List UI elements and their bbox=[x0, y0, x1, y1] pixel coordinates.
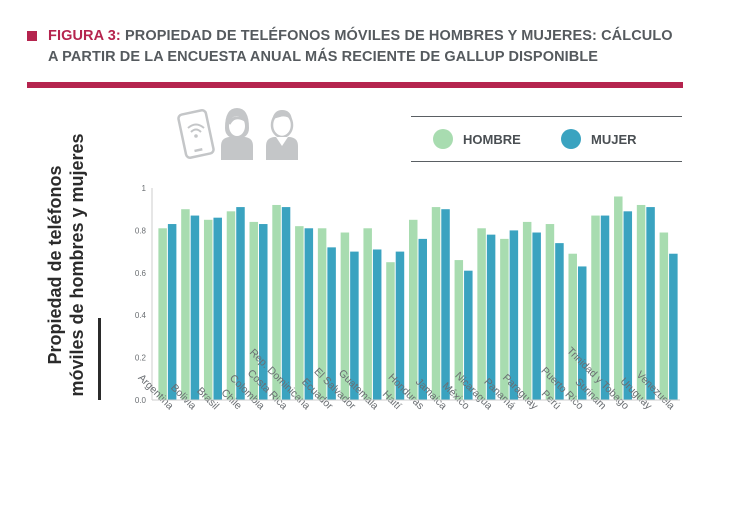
bar-hombre bbox=[431, 207, 441, 400]
bar-hombre bbox=[295, 226, 304, 400]
bar-hombre bbox=[386, 262, 395, 400]
bar-mujer bbox=[304, 228, 314, 400]
title-line-2: A PARTIR DE LA ENCUESTA ANUAL MÁS RECIEN… bbox=[48, 49, 599, 65]
bar-hombre bbox=[363, 228, 372, 400]
woman-icon bbox=[221, 108, 253, 160]
bar-mujer bbox=[418, 238, 427, 400]
bar-mujer bbox=[600, 215, 610, 400]
figure-title: FIGURA 3: PROPIEDAD DE TELÉFONOS MÓVILES… bbox=[48, 26, 708, 68]
legend-label-hombre: HOMBRE bbox=[463, 131, 521, 147]
bar-mujer bbox=[327, 247, 336, 400]
bar-mujer bbox=[441, 209, 450, 400]
y-tick-label: 0.2 bbox=[135, 354, 147, 363]
y-tick-label: 0.6 bbox=[135, 269, 147, 278]
bar-mujer bbox=[509, 230, 519, 400]
bar-hombre bbox=[477, 228, 486, 400]
bar-mujer bbox=[555, 243, 564, 400]
y-tick-label: 0.8 bbox=[135, 226, 147, 235]
bar-mujer bbox=[167, 224, 177, 400]
figure-label: FIGURA 3: bbox=[48, 28, 121, 44]
bar-mujer bbox=[395, 251, 405, 400]
y-tick-label: 0.4 bbox=[135, 311, 147, 320]
bar-mujer bbox=[190, 215, 200, 400]
bar-mujer bbox=[623, 211, 633, 400]
title-rule bbox=[27, 82, 683, 88]
title-line-1: PROPIEDAD DE TELÉFONOS MÓVILES DE HOMBRE… bbox=[125, 28, 673, 44]
bar-mujer bbox=[669, 253, 678, 400]
legend-item-mujer: MUJER bbox=[561, 129, 637, 149]
legend-swatch-hombre bbox=[433, 129, 453, 149]
bar-mujer bbox=[281, 207, 291, 400]
bar-hombre bbox=[340, 232, 350, 400]
bar-hombre bbox=[659, 232, 669, 400]
y-axis-title-bar bbox=[98, 318, 101, 400]
bar-mujer bbox=[577, 266, 587, 400]
legend-item-hombre: HOMBRE bbox=[433, 129, 521, 149]
legend-label-mujer: MUJER bbox=[591, 131, 637, 147]
y-tick-label: 1 bbox=[142, 184, 147, 193]
y-tick-label: 0.0 bbox=[135, 396, 147, 405]
title-marker bbox=[27, 31, 37, 41]
legend: HOMBRE MUJER bbox=[411, 116, 682, 162]
bar-hombre bbox=[203, 219, 213, 400]
bar-hombre bbox=[454, 260, 464, 400]
man-icon bbox=[266, 110, 298, 160]
bar-mujer bbox=[259, 224, 268, 400]
bar-hombre bbox=[226, 211, 236, 400]
bar-hombre bbox=[614, 196, 623, 400]
bar-hombre bbox=[158, 228, 167, 400]
bar-mujer bbox=[532, 232, 541, 400]
bar-mujer bbox=[213, 217, 222, 400]
bar-hombre bbox=[591, 215, 600, 400]
bar-hombre bbox=[522, 221, 532, 400]
bar-mujer bbox=[350, 251, 359, 400]
phone-wifi-icon bbox=[177, 109, 215, 159]
bar-hombre bbox=[409, 219, 418, 400]
bar-hombre bbox=[272, 204, 281, 400]
bar-mujer bbox=[486, 234, 496, 400]
bar-hombre bbox=[545, 224, 555, 400]
bar-hombre bbox=[181, 209, 190, 400]
bar-hombre bbox=[500, 238, 509, 400]
bar-hombre bbox=[568, 253, 577, 400]
bar-hombre bbox=[317, 228, 327, 400]
bar-mujer bbox=[372, 249, 382, 400]
bar-hombre bbox=[249, 221, 259, 400]
legend-swatch-mujer bbox=[561, 129, 581, 149]
bar-mujer bbox=[646, 207, 655, 400]
bar-mujer bbox=[236, 207, 245, 400]
icon-group bbox=[177, 108, 298, 160]
bar-hombre bbox=[636, 204, 646, 400]
bar-mujer bbox=[464, 270, 473, 400]
